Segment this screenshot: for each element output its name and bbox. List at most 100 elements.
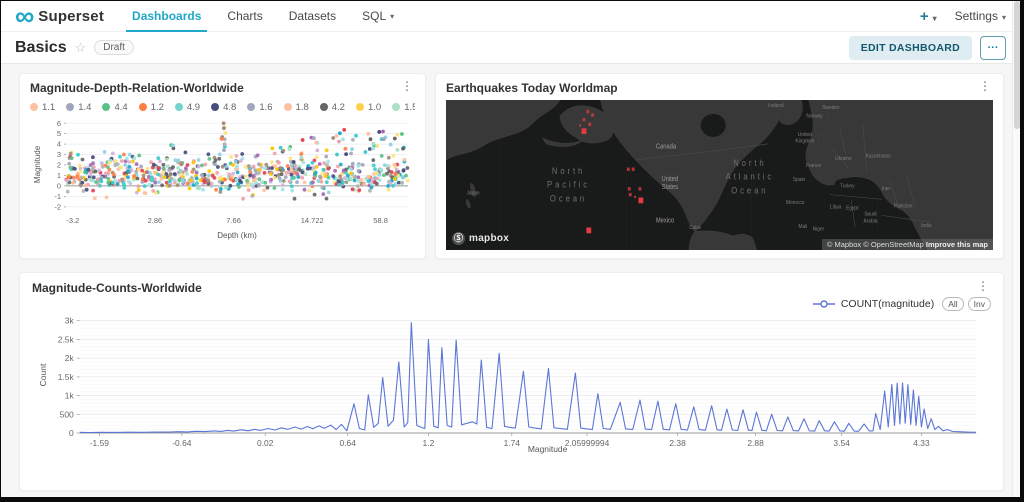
svg-text:Mexico: Mexico [656,217,675,225]
chart-menu-kebab-icon[interactable]: ⋮ [401,79,413,93]
legend-dot-icon [355,103,364,111]
edit-dashboard-button[interactable]: EDIT DASHBOARD [848,35,972,60]
svg-text:4.33: 4.33 [913,438,930,448]
legend-item[interactable]: 4.9 [174,102,200,113]
legend-dot-icon [211,103,220,111]
svg-text:Libya: Libya [830,204,842,211]
svg-text:2.86: 2.86 [148,216,163,225]
legend-item[interactable]: 1.2 [138,102,164,113]
legend-item[interactable]: 1.8 [283,102,309,113]
world-map[interactable]: North Pacific Ocean North Atlantic Ocean Canad… [446,100,993,250]
legend-item[interactable]: 1.6 [247,102,273,113]
scatter-legend: 1.11.44.41.24.94.81.61.84.21.01.5◀1/34▶A… [30,100,415,114]
dashboard-more-button[interactable]: ··· [980,35,1006,60]
svg-text:Cuba: Cuba [689,225,701,232]
chart-title: Magnitude-Depth-Relation-Worldwide [30,81,244,95]
svg-text:Spain: Spain [793,176,805,183]
series-legend-label[interactable]: COUNT(magnitude) [840,298,935,310]
legend-inv-button[interactable]: Inv [967,297,991,311]
svg-text:1: 1 [57,171,61,180]
svg-text:3.54: 3.54 [833,438,850,448]
chart-menu-kebab-icon[interactable]: ⋮ [977,279,989,293]
chart-card-magnitude-depth: Magnitude-Depth-Relation-Worldwide ⋮ 1.1… [19,73,426,259]
map-place-labels: North Pacific Ocean North Atlantic Ocean Canad… [466,103,931,233]
top-nav: ∞ Superset Dashboards Charts Datasets SQ… [1,1,1020,32]
svg-text:Kingdom: Kingdom [795,138,814,145]
svg-text:-1: -1 [54,192,61,201]
svg-text:Canada: Canada [656,143,677,151]
svg-text:Ocean: Ocean [731,185,768,196]
svg-text:United: United [661,175,678,183]
superset-logo-icon[interactable]: ∞ [15,1,34,31]
chart-menu-kebab-icon[interactable]: ⋮ [979,79,991,93]
new-item-button[interactable]: + ▾ [919,7,937,25]
legend-all-button[interactable]: All [942,297,964,311]
chart-card-earthquakes-worldmap: Earthquakes Today Worldmap ⋮ [435,73,1004,259]
legend-dot-icon [319,103,328,111]
svg-text:Mali: Mali [799,224,808,231]
svg-text:6: 6 [57,119,61,128]
map-canvas[interactable]: North Pacific Ocean North Atlantic Ocean Canad… [446,100,993,250]
legend-item[interactable]: 4.2 [319,102,345,113]
svg-text:2k: 2k [65,353,75,363]
svg-text:Kazakhstan: Kazakhstan [866,153,891,160]
map-borders [635,123,931,227]
nav-item-datasets[interactable]: Datasets [288,9,337,23]
favorite-star-icon[interactable]: ☆ [74,39,87,55]
line-plot[interactable]: 3k 2.5k 2k 1.5k 1k 500 0 -1.59 -0.64 0.02 0.64 1.2 1… [32,311,991,467]
svg-text:1.74: 1.74 [504,438,521,448]
svg-text:1k: 1k [65,391,75,401]
svg-text:7.66: 7.66 [226,216,241,225]
svg-text:Japan: Japan [466,190,479,197]
scatter-plot[interactable]: 65 43 21 0-1 -2 -3.2 2.86 7.66 14.722 58.8 Depth (… [30,114,415,246]
legend-dot-icon [66,103,75,111]
nav-item-sql[interactable]: SQL ▾ [362,9,395,23]
legend-item[interactable]: 1.1 [30,102,55,113]
scrollbar-thumb[interactable] [1014,1,1020,129]
legend-item[interactable]: 4.4 [102,102,128,113]
svg-text:Magnitude: Magnitude [528,444,568,454]
map-landmasses [446,100,993,250]
svg-text:58.8: 58.8 [373,216,388,225]
svg-text:-2: -2 [54,203,61,212]
improve-map-link[interactable]: Improve this map [925,240,988,249]
svg-text:Count: Count [38,363,48,386]
legend-dot-icon [174,103,183,111]
svg-text:North: North [733,157,766,168]
chart-card-magnitude-counts: Magnitude-Counts-Worldwide ⋮ COUNT(magni… [19,272,1004,491]
legend-dot-icon [102,103,111,111]
legend-dot-icon [283,103,292,111]
svg-text:Egypt: Egypt [846,205,859,212]
svg-text:Turkey: Turkey [840,183,855,190]
svg-text:2.88: 2.88 [747,438,764,448]
nav-item-dashboards[interactable]: Dashboards [126,1,208,32]
legend-dot-icon [247,103,256,111]
mapbox-icon: Ⓢ [452,232,465,245]
chevron-down-icon: ▾ [390,11,395,21]
svg-text:0.02: 0.02 [257,438,274,448]
legend-dot-icon [392,103,401,111]
svg-text:India: India [921,223,931,230]
settings-menu[interactable]: Settings ▾ [954,9,1006,23]
legend-item[interactable]: 1.4 [66,102,91,113]
brand-name[interactable]: Superset [38,7,105,25]
svg-text:0.64: 0.64 [340,438,357,448]
legend-item[interactable]: 4.8 [211,102,236,113]
vertical-scrollbar[interactable] [1012,1,1020,497]
svg-text:Arabia: Arabia [864,218,878,225]
line-legend: COUNT(magnitude) All Inv [32,297,991,311]
map-earthquake-markers[interactable] [579,109,644,234]
svg-text:-0.64: -0.64 [172,438,192,448]
svg-text:4: 4 [57,140,61,149]
nav-item-charts[interactable]: Charts [227,9,263,23]
legend-item[interactable]: 1.5 [392,102,415,113]
svg-text:1.5k: 1.5k [58,372,75,382]
chart-title: Magnitude-Counts-Worldwide [32,281,202,295]
svg-text:500: 500 [60,409,74,419]
mapbox-logo[interactable]: Ⓢ mapbox [452,232,510,245]
svg-text:Iceland: Iceland [768,103,784,110]
legend-item[interactable]: 1.0 [355,102,381,113]
svg-text:-1.59: -1.59 [90,438,110,448]
svg-text:Norway: Norway [806,113,823,120]
